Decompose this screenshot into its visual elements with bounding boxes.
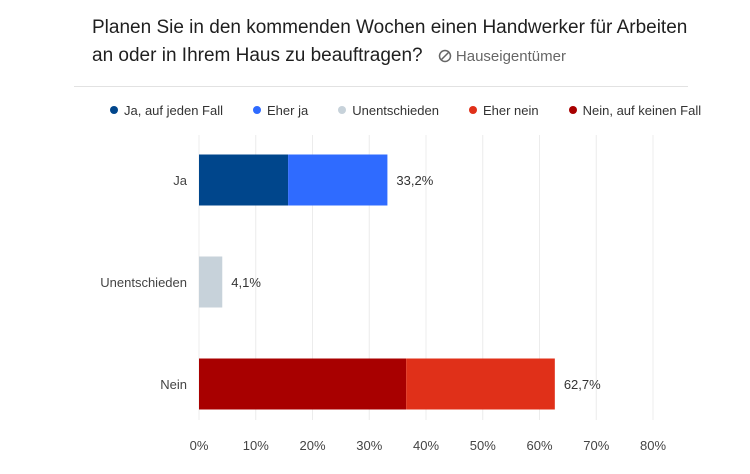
legend-marker [338,106,347,114]
bar-segment [406,358,555,410]
legend-label: Ja, auf jeden Fall [124,102,224,118]
title-text: Planen Sie in den kommenden Wochen einen… [92,17,688,66]
data-label: 62,7% [564,377,601,392]
audience-tag: Hauseigentümer [438,48,566,65]
legend-item[interactable]: Eher ja [253,101,308,119]
legend-label: Eher nein [482,102,539,118]
x-tick-label: 0% [190,438,209,453]
legend-item[interactable]: Ja, auf jeden Fall [110,101,223,119]
data-label: 33,2% [396,173,433,188]
legend-label: Eher ja [267,102,309,118]
bar-segment [199,358,407,410]
header-divider [74,86,688,87]
audience-tag-label: Hauseigentümer [455,48,566,65]
chart-title: Planen Sie in den kommenden Wochen einen… [92,14,692,71]
chart-legend: Ja, auf jeden Fall Eher ja Unentschieden Eh… [110,101,731,119]
category-label: Unentschieden [100,275,187,290]
x-tick-label: 30% [356,438,382,453]
x-tick-label: 50% [470,438,496,453]
legend-label: Nein, auf keinen Fall [582,102,702,118]
x-tick-label: 10% [243,438,269,453]
legend-label: Unentschieden [352,102,439,118]
legend-marker [253,106,262,114]
x-tick-label: 20% [299,438,325,453]
bar-segment [199,154,289,206]
bar-segment [199,256,223,308]
legend-marker [110,106,118,114]
x-tick-label: 70% [583,438,609,453]
legend-marker [568,106,577,114]
bar-segment [288,154,388,206]
x-tick-label: 80% [640,438,666,453]
x-tick-label: 60% [526,438,552,453]
x-tick-label: 40% [413,438,439,453]
legend-item[interactable]: Unentschieden [338,101,439,119]
legend-item[interactable]: Eher nein [468,101,539,119]
category-label: Ja [173,173,188,188]
legend-item[interactable]: Nein, auf keinen Fall [568,101,702,119]
legend-marker [468,106,477,114]
filter-circle-icon [438,49,452,63]
category-label: Nein [160,377,187,392]
data-label: 4,1% [231,275,261,290]
